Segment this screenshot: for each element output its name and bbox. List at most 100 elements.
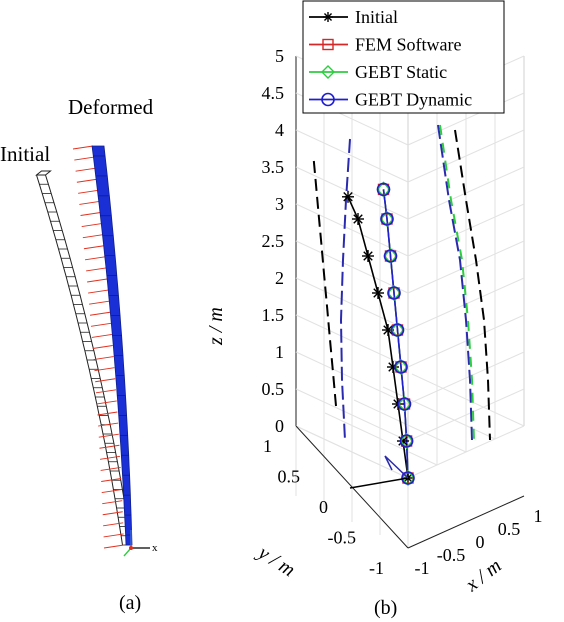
load-arrow [97,411,118,416]
load-arrow [89,311,111,316]
marker-initial [342,190,354,203]
z-tick-label: 3.5 [262,157,285,177]
x-tick-label: 0.5 [498,519,521,539]
load-arrow [84,256,106,261]
load-arrow [99,444,120,449]
marker-stroke [343,192,353,202]
z-tick-label: 2 [275,268,284,288]
marker-stroke [363,251,373,261]
load-arrow [87,278,108,283]
load-arrow [103,522,124,527]
legend-marker-asterisk-icon [323,12,333,22]
legend-item: FEM Software [309,35,462,55]
projection-dynamic-left [339,138,351,441]
y-tick-label: 0.5 [278,467,301,487]
marker-initial [382,324,394,336]
marker-fem [395,361,407,373]
marker-static [399,432,414,450]
marker-static [376,181,391,198]
data-series [342,181,415,489]
legend-item: GEBT Dynamic [309,90,472,110]
y-tick-label: -0.5 [328,528,357,548]
z-tick-label: 4 [275,120,284,140]
legend: Initial FEM Software GEBT Static GEBT Dynam… [302,0,505,114]
legend-box [302,0,505,114]
marker-initial [362,250,374,262]
legend-marker-circle-icon [321,92,335,107]
y-tick-label: -1 [369,558,384,578]
x-tick-label: 0 [476,532,485,552]
series-line-gebt-dynamic [382,189,409,479]
projection-static-right [439,124,475,443]
x-tick-label: 1 [534,506,543,526]
load-arrow [80,212,101,216]
marker-fem [400,435,413,447]
marker-fem [391,324,404,336]
marker-fem [388,287,400,299]
grid-floor-line [324,412,438,466]
load-arrow [98,422,119,427]
load-arrow [89,300,110,305]
marker-static [390,321,405,339]
load-arrow [79,200,100,205]
marker-fem [384,250,397,262]
z-tick-labels: 0 0.5 1 1.5 2 2.5 3 3.5 4 4.5 5 [262,46,285,436]
marker-dynamic [399,434,414,448]
load-arrow [82,234,103,239]
base-projection-curve [384,455,409,479]
load-arrow [102,511,123,516]
load-arrow [88,289,109,294]
load-arrows [72,145,125,549]
marker-fem [377,183,390,196]
legend-item: Initial [309,7,398,27]
legend-items: Initial FEM Software GEBT Static GEBT Dynam… [309,7,472,110]
initial-beam-edge-left [36,174,123,546]
marker-initial [352,213,364,225]
y-tick-label: 0 [319,497,328,517]
deformed-beam [91,145,133,546]
marker-dynamic [376,182,391,197]
projection-initial-right [454,129,491,441]
marker-dynamic [397,397,412,411]
marker-stroke [383,325,393,335]
load-arrow [95,389,117,394]
legend-item: GEBT Static [309,62,447,82]
load-arrow [93,356,114,361]
load-arrow [92,345,113,349]
load-arrow [95,378,116,383]
grid-floor-line [411,373,525,427]
triad-x-label: x [152,542,158,554]
x-tick-labels: 1 0.5 0 -0.5 -1 [415,506,543,578]
z-tick-label: 4.5 [262,83,285,103]
panel-a: Initial Deformed x (a) [0,95,158,614]
coordinate-triad-icon: x [123,530,158,557]
x-axis-label: x / m [461,555,506,597]
initial-beam-mesh [35,170,132,546]
legend-label: FEM Software [355,35,462,55]
load-arrow [76,178,97,183]
z-axis-label: z / m [205,307,227,346]
load-arrow [91,333,112,338]
marker-fem [398,398,411,410]
z-tick-label: 0.5 [262,379,285,399]
marker-dynamic [394,360,408,374]
x-tick-label: -0.5 [437,545,466,565]
load-arrow [75,167,96,172]
projection-initial-left [312,158,337,407]
base-projection-line [349,477,409,489]
x-tick-label: -1 [415,558,430,578]
load-arrow [98,433,119,438]
z-tick-label: 1 [275,342,284,362]
marker-dynamic [390,323,405,337]
load-arrow [102,500,123,505]
legend-label: GEBT Static [355,62,447,82]
panel-a-label-initial: Initial [0,142,50,166]
deformed-beam-body [91,145,133,546]
load-arrow [103,533,124,538]
load-arrow [103,544,125,549]
z-tick-label: 3 [275,194,284,214]
load-arrow [96,400,117,405]
panel-a-caption: (a) [119,592,141,614]
z-tick-label: 1.5 [262,305,285,325]
marker-dynamic [401,471,415,485]
